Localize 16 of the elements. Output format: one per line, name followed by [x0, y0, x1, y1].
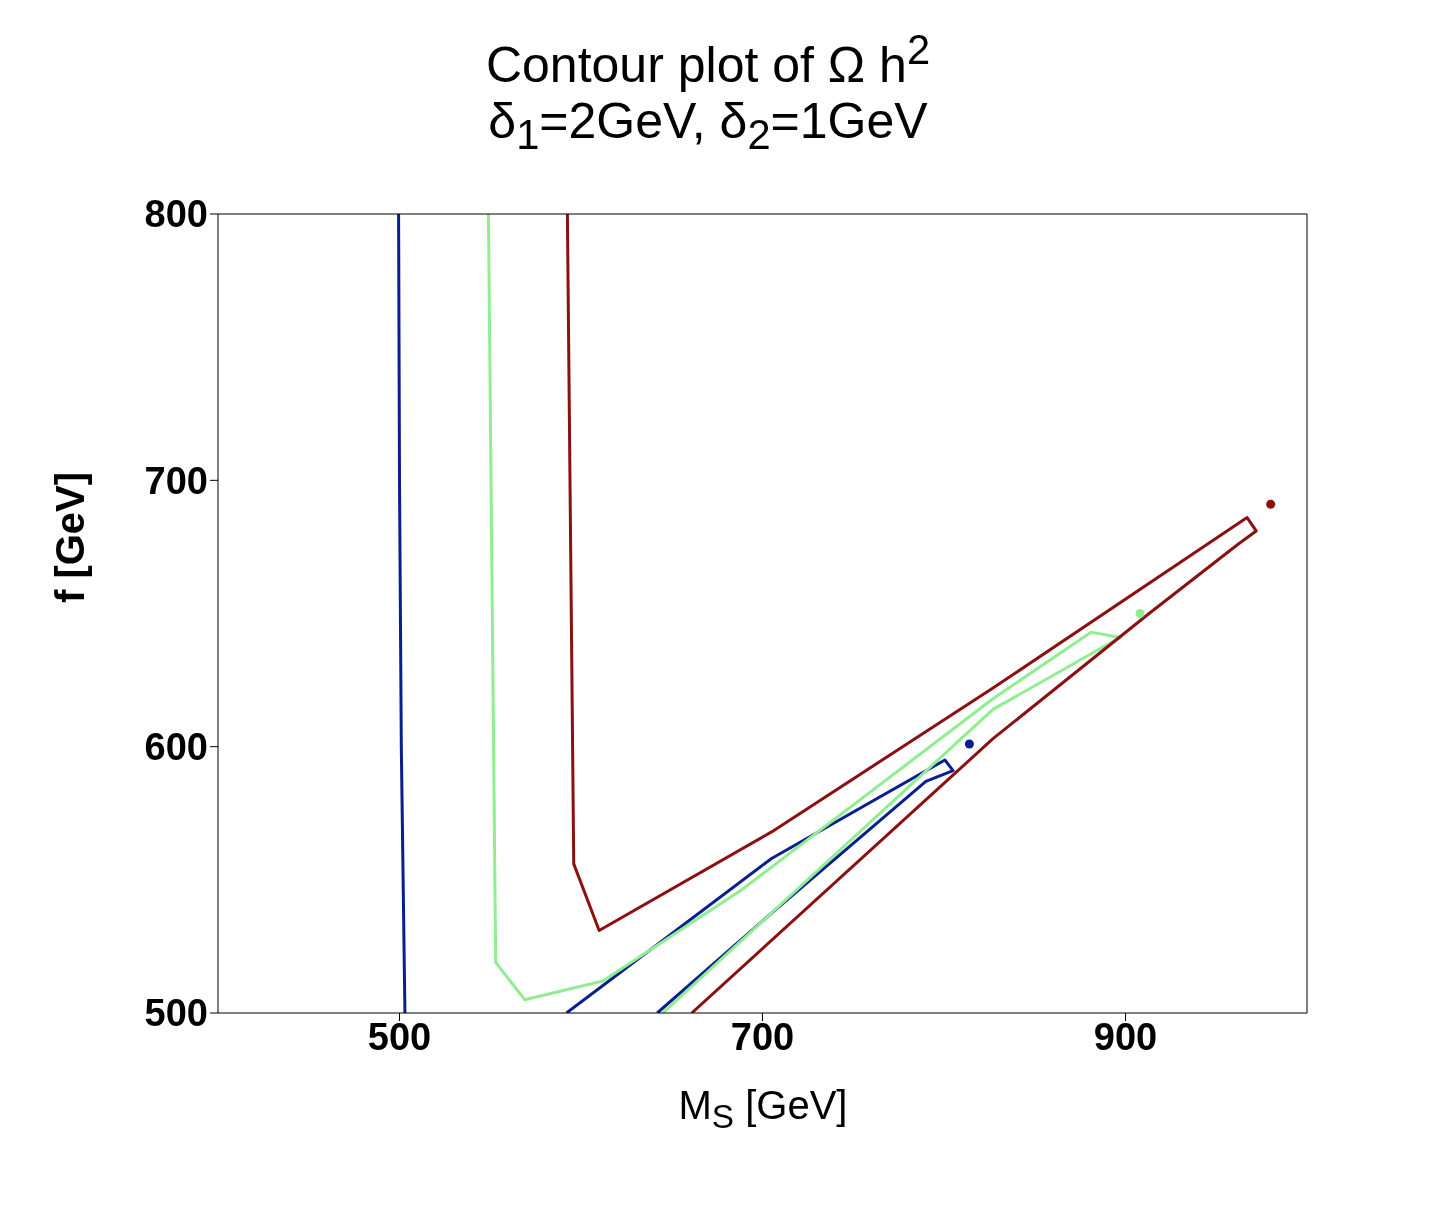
- point: [1135, 608, 1145, 618]
- x-tick-label: 500: [367, 1015, 432, 1058]
- y-tick-label: 800: [144, 193, 208, 236]
- chart-subtitle: δ$_{1}$=2GeV, δ$_{2}$=1GeV: [487, 92, 929, 160]
- point: [1266, 499, 1276, 509]
- chart-title: Contour plot of Ω h$^{2}$: [484, 25, 932, 93]
- x-tick-label: 900: [1093, 1015, 1158, 1058]
- y-tick-label: 700: [144, 459, 208, 502]
- line-series: [486, 213, 1122, 1013]
- x-axis-title: M$_{S}$ [GeV]: [677, 1082, 849, 1137]
- point: [964, 739, 974, 749]
- line-series: [565, 213, 1258, 1013]
- x-tick-label: 700: [730, 1015, 795, 1058]
- line-series: [397, 213, 407, 1013]
- y-tick-label: 600: [144, 725, 208, 768]
- y-axis-title: f [GeV]: [48, 471, 93, 603]
